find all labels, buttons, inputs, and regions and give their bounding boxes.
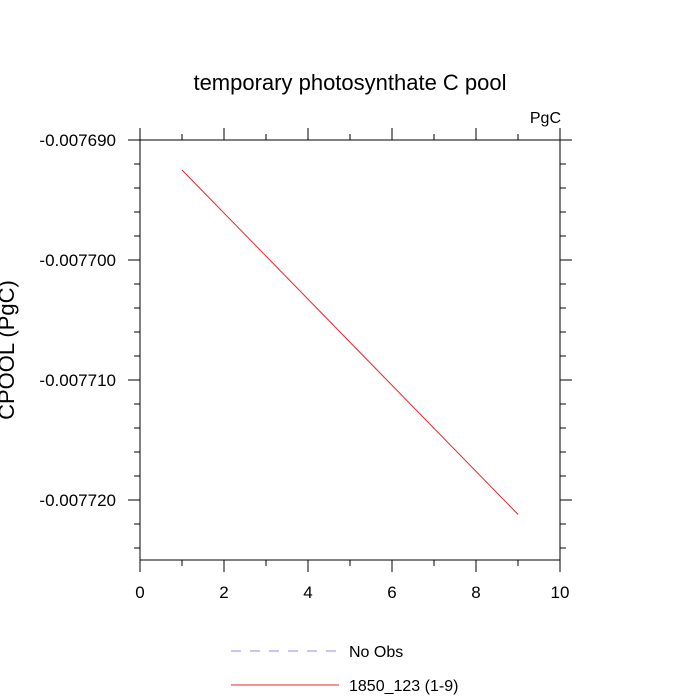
legend-label-no-obs: No Obs	[349, 644, 403, 661]
chart-title: temporary photosynthate C pool	[193, 70, 506, 95]
x-tick-label: 6	[387, 583, 396, 602]
y-tick-label: -0.007710	[39, 371, 116, 390]
y-axis-label: CPOOL (PgC)	[0, 280, 19, 420]
plot-frame	[139, 139, 561, 561]
y-tick-label: -0.007700	[39, 251, 116, 270]
axis-ticks	[128, 128, 572, 572]
tick-labels: 0 2 4 6 8 10 -0.007690 -0.007700 -0.007710 -0.007…	[39, 131, 569, 602]
x-tick-label: 8	[471, 583, 480, 602]
plot-area	[139, 139, 561, 561]
x-tick-label: 4	[303, 583, 312, 602]
series-lines	[181, 169, 519, 515]
x-tick-label: 10	[551, 583, 570, 602]
y-tick-label: -0.007690	[39, 131, 116, 150]
series-line-1	[181, 169, 519, 515]
legend-label-1850-123: 1850_123 (1-9)	[349, 678, 458, 695]
y-tick-label: -0.007720	[39, 491, 116, 510]
units-label: PgC	[530, 110, 561, 127]
x-tick-label: 2	[219, 583, 228, 602]
x-tick-label: 0	[135, 583, 144, 602]
legend: No Obs 1850_123 (1-9)	[231, 644, 458, 695]
